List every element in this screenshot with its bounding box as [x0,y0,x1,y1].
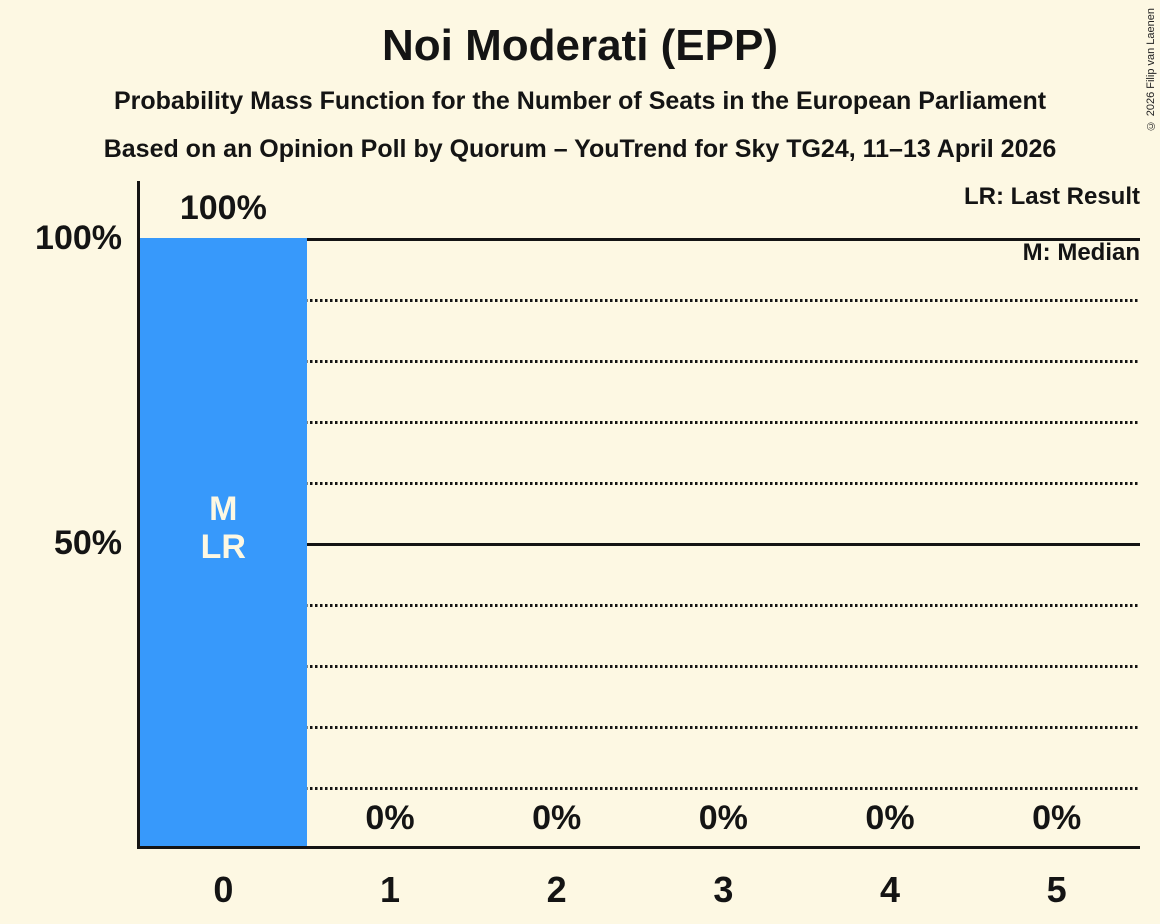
bar-annotation-median-lastresult: M LR [140,490,307,566]
x-axis-label-0: 0 [213,869,234,910]
chart-title: Noi Moderati (EPP) [381,21,779,70]
y-axis-label-100pct: 100% [35,219,122,257]
bar-seats-0: M LR [140,238,307,848]
gridline-dotted-60pct [140,482,1140,485]
gridline-solid-100pct [140,238,1140,241]
gridline-dotted-30pct [140,665,1140,668]
legend-median: M: Median [1022,239,1140,266]
y-axis-label-50pct: 50% [53,524,122,562]
x-axis-label-5: 5 [1046,869,1067,910]
bar-value-label-4: 0% [865,799,915,837]
bar-value-label-3: 0% [698,799,748,837]
x-axis-line [137,846,1140,849]
bar-annotation-line: LR [200,528,246,566]
copyright-text: © 2026 Filip van Laenen [1145,8,1157,132]
bar-value-label-0: 100% [179,189,267,227]
bar-value-label-1: 0% [365,799,415,837]
bar-value-label-5: 0% [1032,799,1082,837]
x-axis-label-3: 3 [713,869,734,910]
y-axis-line [137,181,140,849]
gridline-solid-50pct [140,543,1140,546]
gridline-dotted-80pct [140,360,1140,363]
bar-annotation-line: M [209,490,238,528]
gridline-dotted-70pct [140,421,1140,424]
legend-last-result: LR: Last Result [963,183,1140,210]
x-axis-label-2: 2 [546,869,567,910]
chart-subtitle: Probability Mass Function for the Number… [113,87,1047,115]
gridline-dotted-20pct [140,726,1140,729]
gridline-dotted-40pct [140,604,1140,607]
bar-value-label-2: 0% [532,799,582,837]
gridline-dotted-10pct [140,787,1140,790]
gridline-dotted-90pct [140,299,1140,302]
chart-source-line: Based on an Opinion Poll by Quorum – You… [103,135,1057,163]
x-axis-label-4: 4 [879,869,900,910]
x-axis-label-1: 1 [379,869,400,910]
